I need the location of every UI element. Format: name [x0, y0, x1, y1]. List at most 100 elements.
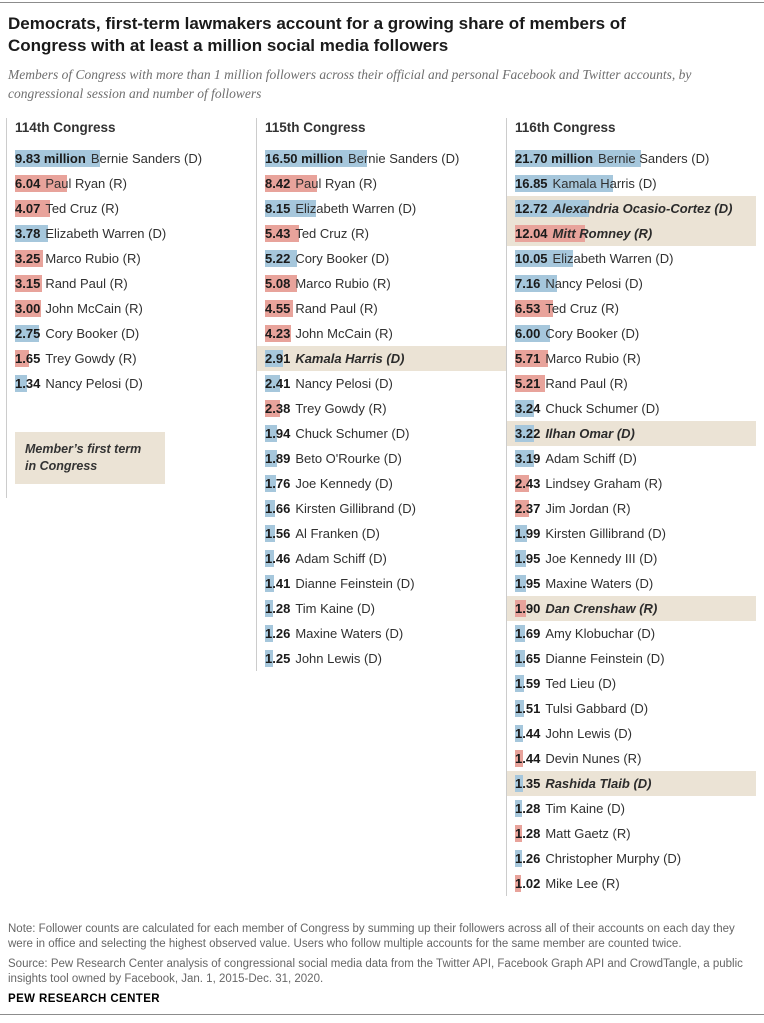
follower-count: 1.46 — [265, 550, 291, 566]
member-name: Tim Kaine (D) — [545, 800, 626, 816]
follower-bar — [265, 349, 283, 367]
member-row: 4.23 John McCain (R) — [257, 321, 506, 346]
member-row: 1.95 Joe Kennedy III (D) — [507, 546, 756, 571]
follower-bar — [515, 499, 529, 517]
follower-bar — [265, 374, 280, 392]
member-row: 1.90 Dan Crenshaw (R) — [507, 595, 756, 621]
follower-count: 3.22 — [515, 425, 541, 441]
follower-bar — [515, 849, 523, 867]
follower-count: 2.43 — [515, 475, 541, 491]
member-row: 1.51 Tulsi Gabbard (D) — [507, 696, 756, 721]
follower-bar — [515, 824, 523, 842]
member-name: Nancy Pelosi (D) — [545, 275, 643, 291]
follower-count: 1.66 — [265, 500, 291, 516]
follower-bar — [515, 599, 526, 617]
congress-column-115th: 115th Congress 16.50 million Bernie Sander… — [256, 117, 506, 671]
member-row: 3.24 Chuck Schumer (D) — [507, 396, 756, 421]
follower-count: 1.35 — [515, 775, 541, 791]
member-row: 16.85 Kamala Harris (D) — [507, 171, 756, 196]
chart-title: Democrats, first-term lawmakers account … — [8, 14, 626, 56]
follower-count: 1.41 — [265, 575, 291, 591]
follower-bar — [15, 249, 43, 267]
member-name: Kirsten Gillibrand (D) — [545, 525, 666, 541]
member-name: Maxine Waters (D) — [295, 625, 404, 641]
follower-bar — [265, 224, 299, 242]
follower-count: 1.34 — [15, 375, 41, 391]
member-name: Cory Booker (D) — [45, 325, 140, 341]
follower-bar — [15, 274, 43, 292]
follower-bar — [265, 149, 368, 167]
follower-count: 12.04 — [515, 225, 548, 241]
member-row: 3.78 Elizabeth Warren (D) — [7, 221, 256, 246]
top-rule — [0, 2, 764, 3]
follower-bar — [265, 299, 294, 317]
member-name: Joe Kennedy (D) — [295, 475, 393, 491]
follower-bar — [15, 374, 27, 392]
follower-bar — [15, 299, 41, 317]
follower-count: 1.44 — [515, 725, 541, 741]
follower-bar — [515, 524, 527, 542]
follower-bar — [515, 699, 524, 717]
follower-count: 1.89 — [265, 450, 291, 466]
follower-count: 10.05 — [515, 250, 548, 266]
member-name: Joe Kennedy III (D) — [545, 550, 658, 566]
follower-count: 5.08 — [265, 275, 291, 291]
member-name: Beto O'Rourke (D) — [295, 450, 402, 466]
follower-count: 1.76 — [265, 475, 291, 491]
member-name: Ted Lieu (D) — [545, 675, 617, 691]
member-name: Mitt Romney (R) — [552, 225, 653, 241]
member-name: Elizabeth Warren (D) — [45, 225, 167, 241]
member-row: 1.44 John Lewis (D) — [507, 721, 756, 746]
follower-bar — [515, 224, 585, 242]
member-name: Ted Cruz (R) — [45, 200, 119, 216]
follower-bar — [265, 624, 273, 642]
chart-columns: 114th Congress 9.83 million Bernie Sanders… — [6, 117, 756, 896]
follower-bar — [265, 199, 316, 217]
member-name: Marco Rubio (R) — [295, 275, 391, 291]
member-name: Nancy Pelosi (D) — [45, 375, 143, 391]
follower-bar — [515, 424, 534, 442]
member-name: Ilhan Omar (D) — [545, 425, 635, 441]
follower-bar — [265, 549, 275, 567]
follower-count: 5.43 — [265, 225, 291, 241]
legend-first-term: Member’s first term in Congress — [15, 431, 165, 484]
follower-count: 4.23 — [265, 325, 291, 341]
follower-bar — [515, 674, 525, 692]
member-name: Kirsten Gillibrand (D) — [295, 500, 416, 516]
member-row: 2.38 Trey Gowdy (R) — [257, 396, 506, 421]
member-name: Trey Gowdy (R) — [295, 400, 387, 416]
member-name: Paul Ryan (R) — [295, 175, 377, 191]
member-row: 1.94 Chuck Schumer (D) — [257, 421, 506, 446]
follower-count: 4.55 — [265, 300, 291, 316]
follower-bar — [515, 774, 523, 792]
member-name: Lindsey Graham (R) — [545, 475, 663, 491]
brand: PEW RESEARCH CENTER — [8, 992, 161, 1005]
member-row: 1.02 Mike Lee (R) — [507, 871, 756, 896]
follower-bar — [265, 524, 275, 542]
follower-bar — [515, 574, 527, 592]
member-name: Paul Ryan (R) — [45, 175, 127, 191]
follower-count: 3.00 — [15, 300, 41, 316]
legend-line-2: in Congress — [25, 458, 98, 473]
member-row: 1.66 Kirsten Gillibrand (D) — [257, 496, 506, 521]
follower-count: 6.53 — [515, 300, 541, 316]
member-row: 5.43 Ted Cruz (R) — [257, 221, 506, 246]
follower-count: 9.83 million — [15, 150, 86, 166]
follower-count: 21.70 million — [515, 150, 594, 166]
follower-count: 5.71 — [515, 350, 541, 366]
member-row: 1.76 Joe Kennedy (D) — [257, 471, 506, 496]
member-name: Al Franken (D) — [295, 525, 380, 541]
chart-subtitle: Members of Congress with more than 1 mil… — [8, 67, 692, 102]
follower-bar — [265, 649, 273, 667]
follower-bar — [515, 274, 557, 292]
follower-count: 1.02 — [515, 875, 541, 891]
follower-bar — [515, 324, 550, 342]
member-row: 4.07 Ted Cruz (R) — [7, 196, 256, 221]
footer-notes: Note: Follower counts are calculated for… — [8, 922, 756, 1008]
member-row: 3.22 Ilhan Omar (D) — [507, 420, 756, 446]
member-name: Tulsi Gabbard (D) — [545, 700, 649, 716]
follower-count: 3.15 — [15, 275, 41, 291]
follower-count: 7.16 — [515, 275, 541, 291]
follower-bar — [265, 399, 280, 417]
follower-bar — [15, 199, 50, 217]
